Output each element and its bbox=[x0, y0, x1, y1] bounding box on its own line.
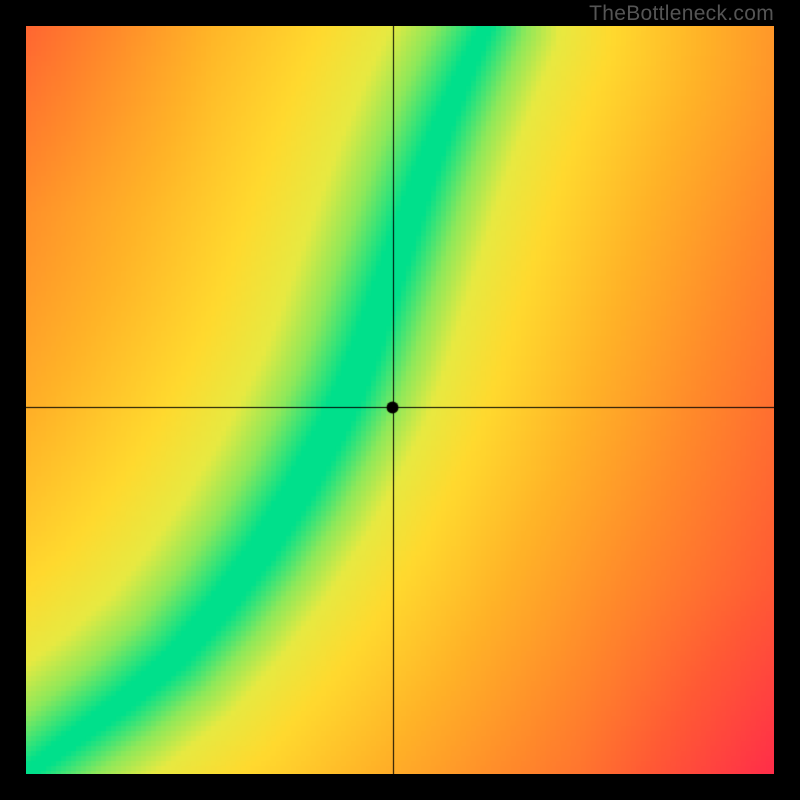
plot-area bbox=[26, 26, 774, 774]
chart-frame: TheBottleneck.com bbox=[0, 0, 800, 800]
watermark-label: TheBottleneck.com bbox=[589, 2, 774, 26]
heatmap-canvas bbox=[26, 26, 774, 774]
